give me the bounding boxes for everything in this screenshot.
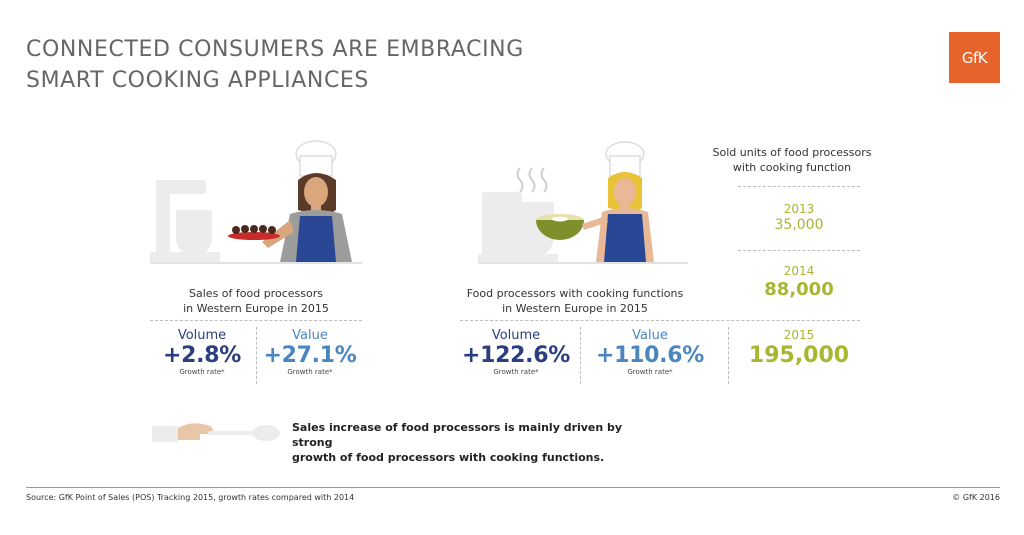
units-2014-value: 88,000 [764, 279, 834, 300]
left-volume-note: Growth rate* [179, 368, 225, 376]
title-line-2: SMART COOKING APPLIANCES [26, 68, 369, 93]
left-caption-line-1: Sales of food processors [189, 287, 323, 300]
summary-line-2: growth of food processors with cooking f… [292, 451, 605, 464]
units-2013: 2013 35,000 [738, 202, 860, 233]
footer-rule [26, 487, 1000, 488]
left-value-value: +27.1% [263, 343, 357, 368]
units-2014: 2014 88,000 [738, 264, 860, 300]
middle-volume-label: Volume [491, 328, 541, 343]
middle-value-stat: Value +110.6% Growth rate* [588, 328, 712, 376]
left-vertical-divider [256, 327, 257, 384]
left-value-label: Value [292, 328, 328, 343]
left-divider [150, 320, 362, 321]
middle-value-value: +110.6% [596, 343, 704, 368]
left-value-stat: Value +27.1% Growth rate* [258, 328, 362, 376]
left-volume-stat: Volume +2.8% Growth rate* [150, 328, 254, 376]
left-caption: Sales of food processors in Western Euro… [150, 286, 362, 316]
units-divider-2 [738, 250, 860, 251]
title-line-1: CONNECTED CONSUMERS ARE EMBRACING [26, 37, 524, 62]
units-2013-value: 35,000 [774, 217, 824, 233]
left-value-note: Growth rate* [287, 368, 333, 376]
middle-volume-value: +122.6% [462, 343, 570, 368]
page-title: CONNECTED CONSUMERS ARE EMBRACING SMART … [26, 34, 524, 96]
units-2015-year: 2015 [783, 328, 815, 342]
chef-with-tray-illustration [150, 140, 352, 262]
left-volume-label: Volume [177, 328, 227, 343]
footer-copyright: © GfK 2016 [952, 493, 1000, 502]
left-caption-line-2: in Western Europe in 2015 [183, 302, 329, 315]
summary-text: Sales increase of food processors is mai… [292, 420, 652, 465]
logo-text: GfK [961, 48, 988, 67]
units-2013-year: 2013 [783, 202, 815, 216]
units-heading: Sold units of food processors with cooki… [708, 145, 876, 175]
middle-value-label: Value [632, 328, 668, 343]
middle-volume-stat: Volume +122.6% Growth rate* [456, 328, 576, 376]
middle-caption-line-2: in Western Europe in 2015 [502, 302, 648, 315]
units-2014-year: 2014 [783, 264, 815, 278]
middle-vertical-divider [580, 327, 581, 384]
units-2015: 2015 195,000 [738, 328, 860, 368]
middle-volume-note: Growth rate* [493, 368, 539, 376]
units-vertical-divider [728, 327, 729, 384]
left-shelf-line [150, 262, 362, 264]
gfk-logo: GfK [949, 32, 1000, 83]
left-volume-value: +2.8% [163, 343, 241, 368]
footer-source: Source: GfK Point of Sales (POS) Trackin… [26, 493, 355, 502]
units-divider-1 [738, 186, 860, 187]
middle-value-note: Growth rate* [627, 368, 673, 376]
chef-with-bowl-illustration [478, 141, 654, 262]
units-2015-value: 195,000 [748, 343, 850, 368]
units-heading-line-2: with cooking function [732, 161, 852, 174]
middle-shelf-line [478, 262, 688, 264]
hand-with-spoon-illustration [152, 423, 280, 442]
units-heading-line-1: Sold units of food processors [712, 146, 872, 159]
middle-caption: Food processors with cooking functions i… [460, 286, 690, 316]
summary-line-1: Sales increase of food processors is mai… [292, 421, 623, 449]
middle-divider [460, 320, 860, 321]
middle-caption-line-1: Food processors with cooking functions [466, 287, 684, 300]
